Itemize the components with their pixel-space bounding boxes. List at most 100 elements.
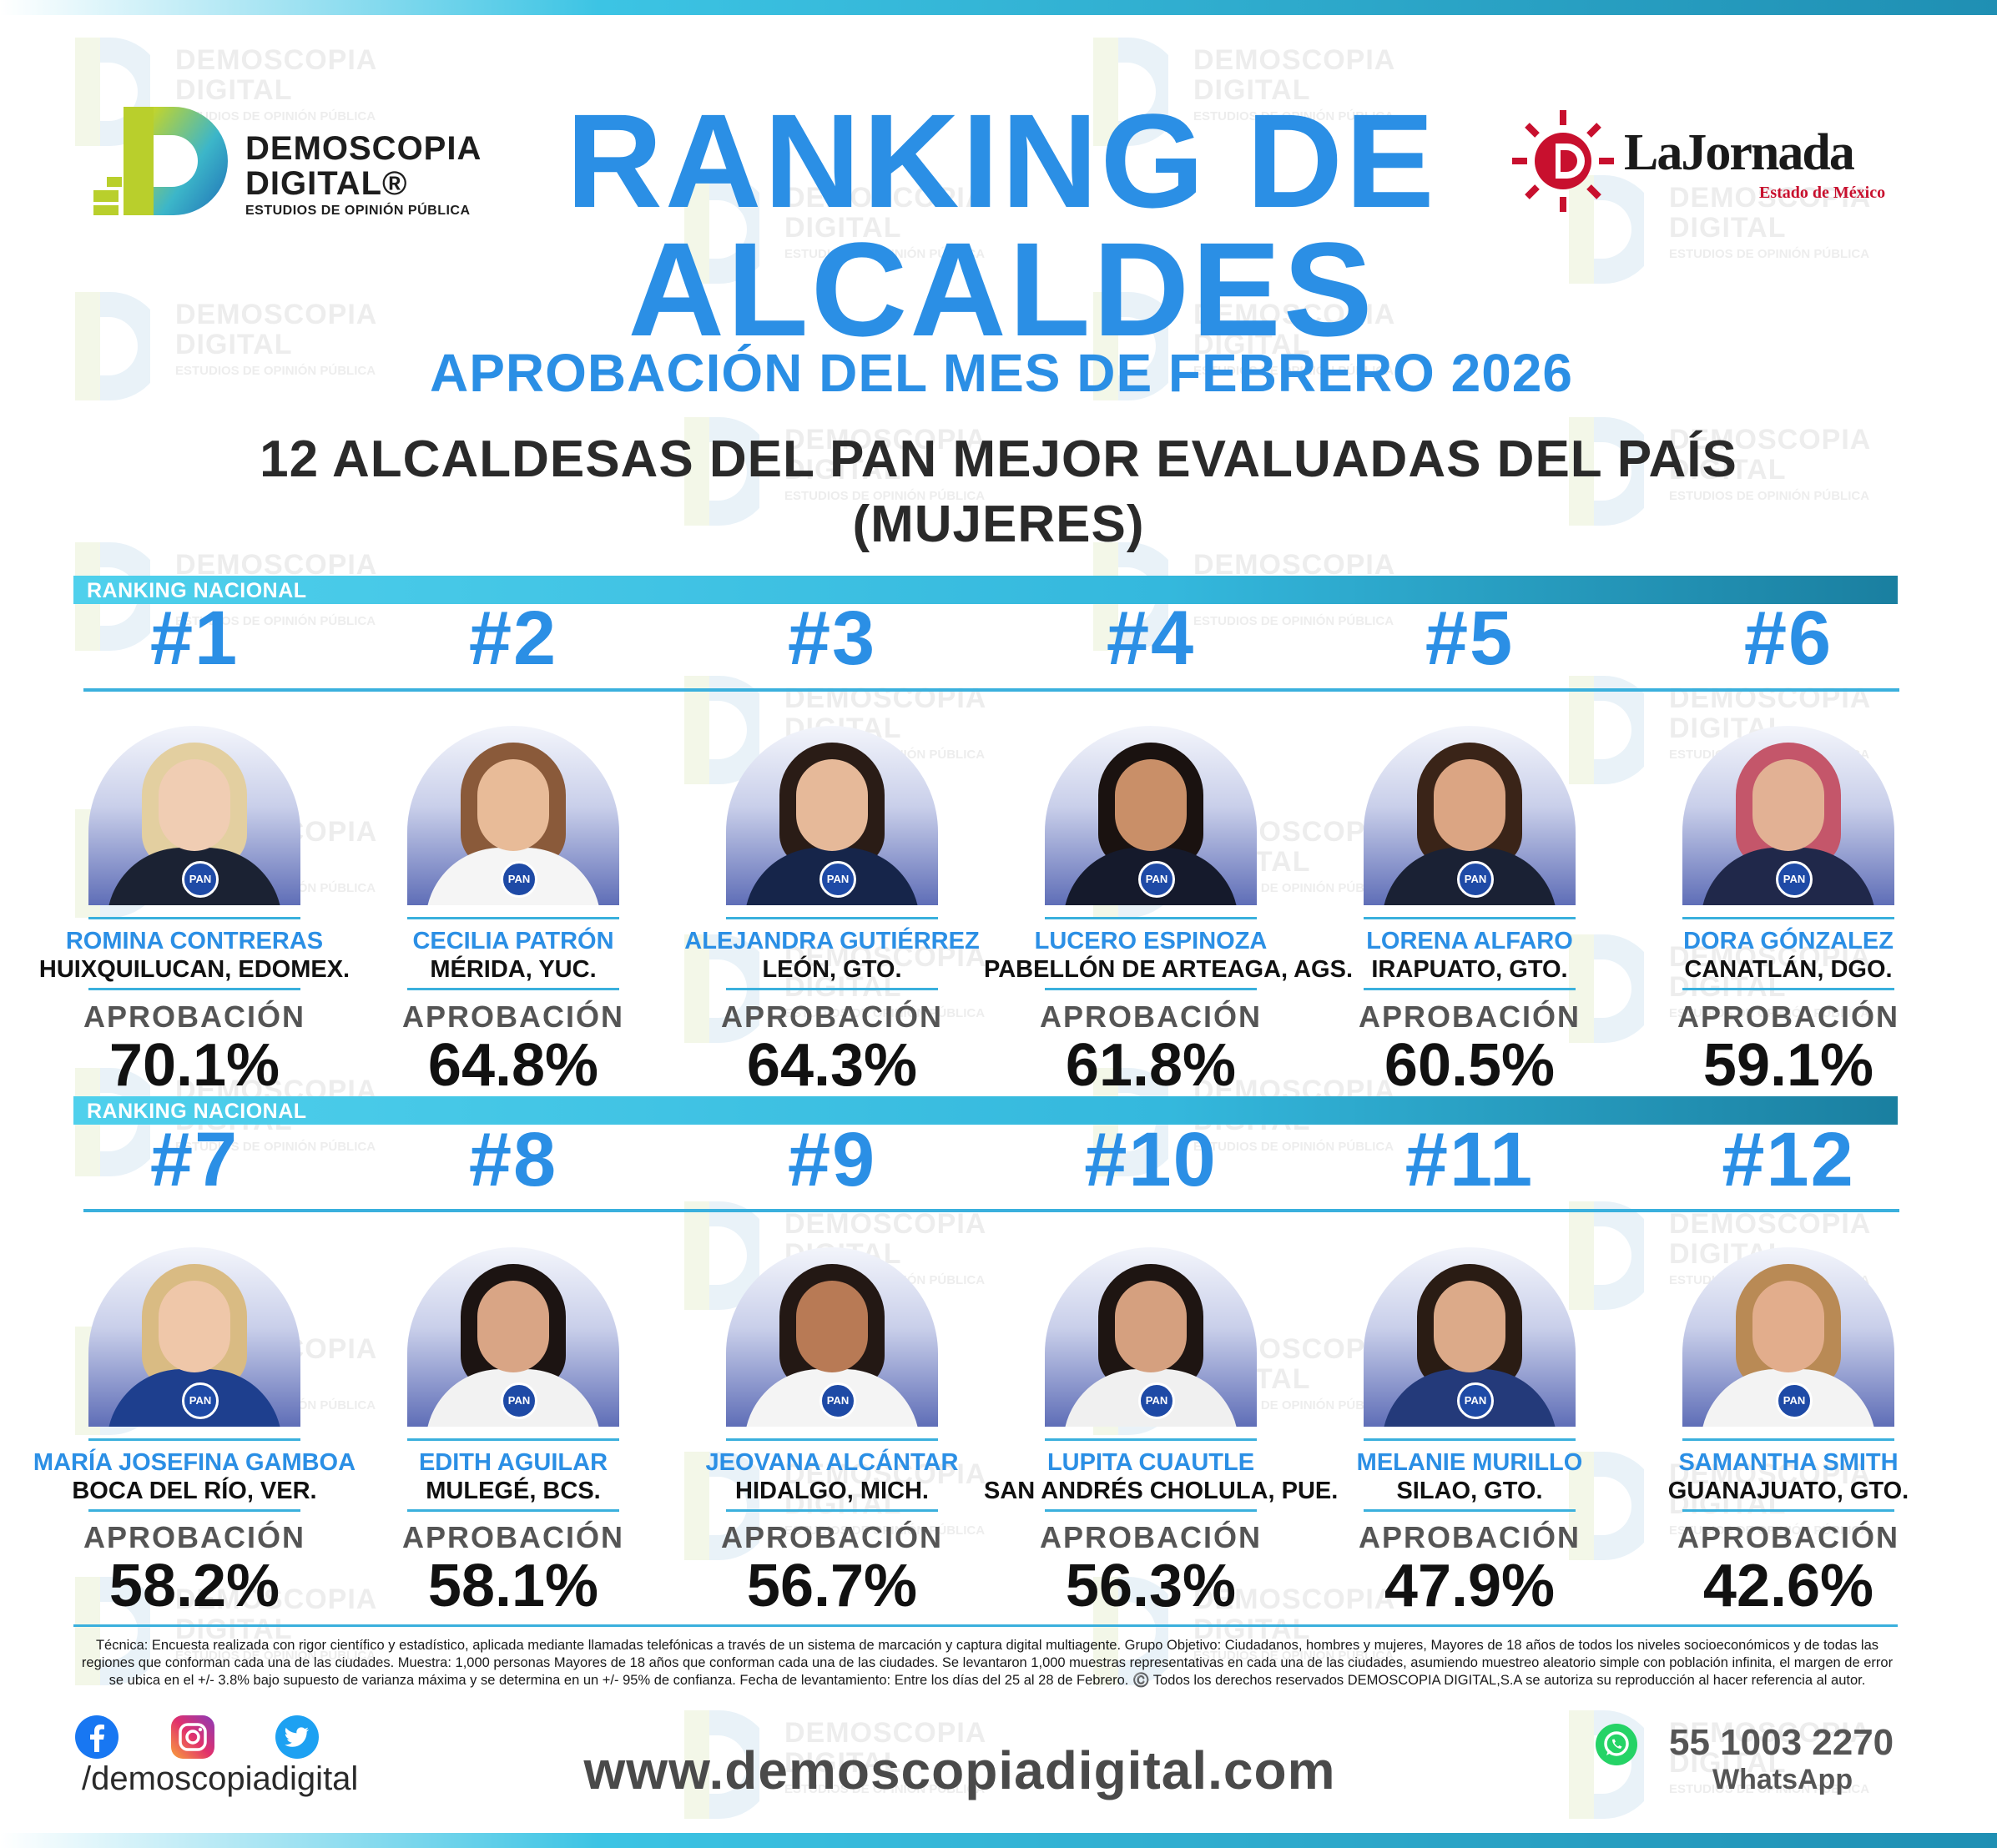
mayor-municipality: SILAO, GTO. <box>1396 1478 1543 1504</box>
mayor-photo: PAN <box>407 726 619 905</box>
approval-value: 64.3% <box>746 1032 918 1099</box>
la-jornada-sun-icon <box>1512 110 1614 212</box>
name-divider <box>1682 917 1894 919</box>
name-divider <box>88 917 300 919</box>
logo-left-line1: DEMOSCOPIA <box>245 130 482 167</box>
mayor-municipality: GUANAJUATO, GTO. <box>1667 1478 1909 1504</box>
mayor-name: LUCERO ESPINOZA <box>1034 928 1268 954</box>
facebook-icon[interactable] <box>75 1715 119 1759</box>
face-shape <box>1434 759 1505 851</box>
approval-value: 70.1% <box>108 1032 280 1099</box>
place-divider <box>1364 988 1576 990</box>
instagram-icon[interactable] <box>171 1715 214 1759</box>
whatsapp-phone[interactable]: 55 1003 2270 <box>1669 1722 1894 1763</box>
pan-badge-icon: PAN <box>1138 1382 1175 1419</box>
approval-label: APROBACIÓN <box>401 1520 624 1554</box>
face-shape <box>1115 759 1187 851</box>
main-title-line2: ALCALDES <box>628 214 1375 364</box>
watermark-line1: DEMOSCOPIA <box>175 44 378 76</box>
mayor-photo: PAN <box>1682 726 1894 905</box>
place-divider <box>1682 988 1894 990</box>
pan-badge-icon: PAN <box>182 861 219 898</box>
face-shape <box>477 1281 549 1372</box>
ranking-band-label: RANKING NACIONAL <box>87 1100 307 1123</box>
mayor-photo: PAN <box>88 1247 300 1427</box>
face-shape <box>796 1281 868 1372</box>
place-divider <box>407 1509 619 1512</box>
watermark-line1: DEMOSCOPIA <box>1669 682 1872 714</box>
face-shape <box>1434 1281 1505 1372</box>
approval-label: APROBACIÓN <box>83 1000 305 1034</box>
watermark-line3: ESTUDIOS DE OPINIÓN PÚBLICA <box>1669 247 1870 261</box>
mayor-photo: PAN <box>1045 726 1257 905</box>
pan-badge-icon: PAN <box>1457 861 1494 898</box>
whatsapp-icon[interactable] <box>1596 1724 1637 1765</box>
name-divider <box>726 917 938 919</box>
mayor-photo: PAN <box>726 726 938 905</box>
ranking-band-label: RANKING NACIONAL <box>87 579 307 602</box>
pan-badge-icon: PAN <box>501 861 537 898</box>
main-title-line1: RANKING DE <box>566 86 1437 235</box>
place-divider <box>88 988 300 990</box>
place-divider <box>407 988 619 990</box>
watermark-line2: DIGITAL <box>175 74 293 106</box>
mayor-municipality: SAN ANDRÉS CHOLULA, PUE. <box>984 1478 1339 1504</box>
face-shape <box>159 759 230 851</box>
name-divider <box>407 1438 619 1441</box>
watermark-line1: DEMOSCOPIA <box>784 1208 987 1240</box>
mayor-name: LORENA ALFARO <box>1366 928 1573 954</box>
rank-row-divider <box>83 1209 1899 1212</box>
pan-badge-icon: PAN <box>1776 861 1813 898</box>
approval-value: 58.1% <box>427 1553 599 1619</box>
main-subtitle: APROBACIÓN DEL MES DE FEBRERO 2026 <box>430 343 1573 403</box>
name-divider <box>726 1438 938 1441</box>
logo-left-line2: DIGITAL® <box>245 165 408 202</box>
approval-label: APROBACIÓN <box>1677 1000 1899 1034</box>
approval-value: 59.1% <box>1702 1032 1874 1099</box>
la-jornada-edition: Estado de México <box>1759 184 1886 202</box>
mayor-name: LUPITA CUAUTLE <box>1046 1449 1255 1476</box>
watermark-mark-icon <box>684 676 759 784</box>
rank-number: #7 <box>149 1117 240 1202</box>
rank-number: #3 <box>787 596 877 681</box>
pan-badge-icon: PAN <box>819 1382 856 1419</box>
twitter-icon[interactable] <box>275 1715 319 1759</box>
mayor-name: DORA GÓNZALEZ <box>1683 928 1894 954</box>
place-divider <box>1364 1509 1576 1512</box>
whatsapp-label: WhatsApp <box>1712 1764 1853 1795</box>
name-divider <box>1364 917 1576 919</box>
mayor-name: JEOVANA ALCÁNTAR <box>705 1449 959 1476</box>
rank-number: #2 <box>468 596 558 681</box>
section-heading: 12 ALCALDESAS DEL PAN MEJOR EVALUADAS DE… <box>260 431 1737 488</box>
approval-value: 42.6% <box>1702 1553 1874 1619</box>
rank-number: #1 <box>149 596 240 681</box>
approval-label: APROBACIÓN <box>83 1520 305 1554</box>
rank-number: #11 <box>1404 1117 1535 1202</box>
social-handle[interactable]: /demoscopiadigital <box>82 1760 359 1797</box>
name-divider <box>1045 1438 1257 1441</box>
name-divider <box>1682 1438 1894 1441</box>
face-shape <box>1115 1281 1187 1372</box>
mayor-photo: PAN <box>726 1247 938 1427</box>
la-jornada-name: LaJornada <box>1624 124 1855 181</box>
face-shape <box>1752 759 1824 851</box>
pan-badge-icon: PAN <box>1776 1382 1813 1419</box>
demoscopia-logo: DEMOSCOPIA DIGITAL® ESTUDIOS DE OPINIÓN … <box>90 107 482 219</box>
methodology-footnote: Técnica: Encuesta realizada con rigor ci… <box>81 1638 1894 1688</box>
place-divider <box>1682 1509 1894 1512</box>
mayor-name: ALEJANDRA GUTIÉRREZ <box>684 928 980 954</box>
place-divider <box>726 1509 938 1512</box>
face-shape <box>1752 1281 1824 1372</box>
rank-number: #12 <box>1722 1117 1855 1202</box>
ranking-band-top: RANKING NACIONAL <box>73 576 1898 604</box>
mayor-photo: PAN <box>1364 1247 1576 1427</box>
place-divider <box>1045 1509 1257 1512</box>
watermark-mark-icon <box>75 292 150 400</box>
website-link[interactable]: www.demoscopiadigital.com <box>583 1740 1336 1800</box>
approval-label: APROBACIÓN <box>1039 1000 1262 1034</box>
rank-number: #5 <box>1425 596 1515 681</box>
mayor-name: MELANIE MURILLO <box>1356 1449 1583 1476</box>
name-divider <box>1364 1438 1576 1441</box>
pan-badge-icon: PAN <box>182 1382 219 1419</box>
approval-label: APROBACIÓN <box>401 1000 624 1034</box>
